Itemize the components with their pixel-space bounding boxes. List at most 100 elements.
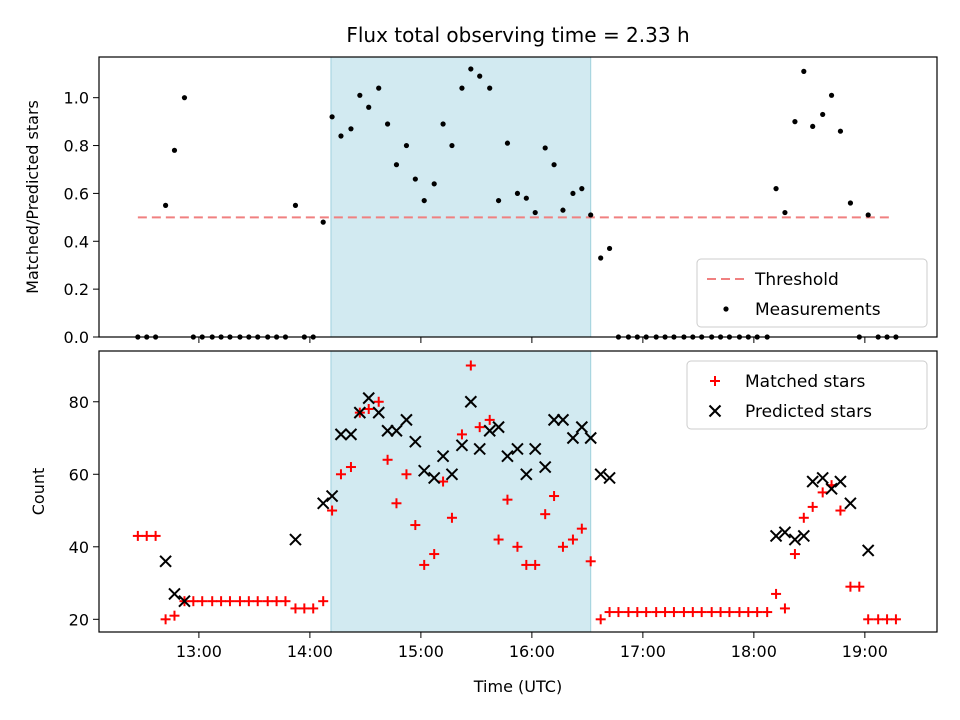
predicted-star-marker (353, 406, 367, 419)
y-tick-label: 40 (69, 538, 89, 557)
predicted-star-marker (861, 544, 875, 557)
matched-star-marker (540, 509, 551, 520)
measurement-point (357, 92, 363, 98)
matched-star-marker (549, 491, 560, 502)
matched-star-marker (798, 512, 809, 523)
y-tick-label: 0.2 (64, 280, 89, 299)
measurement-point (292, 202, 299, 208)
predicted-star-marker (538, 460, 552, 474)
predicted-star-marker (844, 497, 857, 510)
matched-star-marker (715, 607, 726, 618)
matched-star-marker (141, 530, 152, 541)
matched-star-marker (585, 556, 596, 567)
predicted-star-marker (427, 471, 441, 485)
bottom-x-ticks: 13:00 14:00 15:00 16:00 17:00 18:00 19:00 (176, 632, 888, 661)
measurement-point (847, 200, 854, 206)
measurement-point (532, 209, 538, 216)
y-tick-label: 0.8 (64, 137, 89, 156)
measurement-point (421, 197, 427, 204)
y-tick-label: 20 (69, 610, 89, 629)
measurement-point (449, 142, 455, 149)
matched-star-marker (557, 541, 568, 552)
predicted-star-marker (556, 413, 570, 427)
matched-star-marker (623, 607, 634, 618)
chart-title: Flux total observing time = 2.33 h (346, 23, 689, 47)
matched-star-marker (632, 607, 643, 618)
measurement-point (366, 104, 372, 110)
matched-star-marker (290, 603, 301, 614)
x-axis-label: Time (UTC) (473, 677, 562, 696)
matched-star-marker (252, 596, 263, 607)
measurement-point (773, 186, 779, 192)
matched-star-marker (502, 494, 513, 505)
matched-star-marker (207, 596, 218, 607)
matched-star-marker (299, 603, 310, 614)
matched-star-marker (318, 596, 329, 607)
matched-star-marker (465, 360, 476, 371)
predicted-star-marker (511, 442, 524, 456)
matched-star-marker (308, 603, 319, 614)
x-tick-label: 15:00 (398, 642, 444, 661)
matched-star-marker (762, 607, 773, 618)
predicted-star-marker (159, 555, 172, 568)
y-tick-label: 0.6 (64, 184, 89, 203)
measurement-point (801, 68, 807, 74)
matched-star-marker (197, 596, 208, 607)
predicted-star-marker (362, 391, 375, 405)
matched-star-marker (169, 610, 180, 621)
observing-span-bottom (330, 350, 592, 633)
matched-star-marker (345, 462, 356, 473)
top-legend: Threshold Measurements (696, 258, 928, 328)
legend-threshold-label: Threshold (754, 270, 839, 290)
matched-star-marker (280, 596, 291, 607)
matched-star-marker (678, 607, 689, 618)
matched-star-marker (243, 596, 254, 607)
predicted-star-marker (372, 406, 385, 419)
top-axes-frame (98, 56, 938, 338)
bottom-y-axis-label: Count (29, 468, 48, 516)
legend-matched-swatch (710, 376, 720, 386)
matched-star-marker (807, 501, 818, 512)
measurement-point (570, 190, 576, 197)
measurement-point (810, 123, 816, 130)
matched-star-marker (706, 607, 717, 618)
predicted-star-marker (566, 431, 580, 445)
predicted-star-marker (178, 594, 191, 608)
matched-star-marker (429, 549, 440, 560)
measurement-point (598, 255, 604, 261)
measurement-point (384, 121, 391, 127)
matched-star-marker (335, 469, 346, 480)
matched-star-marker (234, 596, 245, 607)
matched-star-marker (410, 520, 421, 531)
predicted-star-marker (316, 497, 330, 510)
predicted-star-marker (418, 464, 431, 477)
matched-star-marker (576, 523, 587, 534)
measurement-point (865, 212, 871, 218)
predicted-star-markers (159, 391, 875, 608)
matched-star-marker (641, 607, 652, 618)
bottom-legend-box (686, 360, 928, 430)
measurement-point (393, 162, 400, 168)
matched-star-marker (789, 549, 800, 560)
measurement-point (579, 186, 585, 192)
measurement-point (162, 202, 169, 208)
measurement-point (487, 85, 493, 91)
y-tick-label: 60 (69, 465, 89, 484)
measurement-point (551, 162, 557, 168)
predicted-star-marker (381, 424, 394, 437)
matched-star-marker (224, 596, 235, 607)
matched-star-marker (752, 607, 763, 618)
matched-star-marker (493, 534, 504, 545)
matched-star-marker (327, 505, 338, 516)
measurement-point (588, 212, 594, 218)
predicted-star-marker (409, 435, 422, 448)
matched-star-marker (724, 607, 735, 618)
matched-star-marker (484, 414, 495, 425)
matched-star-marker (521, 559, 532, 570)
matched-star-marker (651, 607, 662, 618)
x-tick-label: 18:00 (731, 642, 777, 661)
predicted-star-marker (289, 533, 302, 546)
matched-star-marker (419, 559, 430, 570)
predicted-star-marker (400, 413, 413, 427)
